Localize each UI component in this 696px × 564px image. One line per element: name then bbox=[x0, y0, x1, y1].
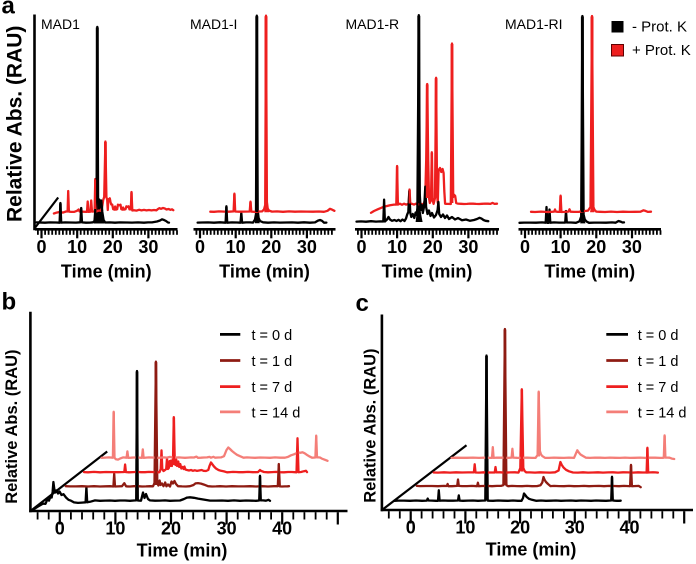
svg-text:40: 40 bbox=[619, 518, 639, 538]
svg-text:t = 0 d: t = 0 d bbox=[252, 328, 293, 344]
svg-text:20: 20 bbox=[510, 518, 530, 538]
svg-text:20: 20 bbox=[161, 519, 181, 539]
svg-text:MAD1: MAD1 bbox=[41, 16, 80, 32]
svg-text:t = 0 d: t = 0 d bbox=[638, 328, 679, 344]
svg-text:30: 30 bbox=[297, 237, 317, 257]
svg-text:10: 10 bbox=[551, 237, 571, 257]
svg-text:- Prot. K: - Prot. K bbox=[632, 19, 687, 36]
svg-text:Relative Abs. (RAU): Relative Abs. (RAU) bbox=[362, 348, 380, 502]
svg-text:10: 10 bbox=[455, 518, 475, 538]
svg-text:t = 1 d: t = 1 d bbox=[638, 354, 679, 370]
svg-text:Time (min): Time (min) bbox=[486, 540, 577, 560]
svg-text:t = 14 d: t = 14 d bbox=[638, 405, 687, 421]
svg-text:0: 0 bbox=[406, 518, 416, 538]
svg-text:0: 0 bbox=[55, 519, 65, 539]
svg-text:Time (min): Time (min) bbox=[219, 262, 310, 282]
svg-text:0: 0 bbox=[356, 237, 366, 257]
svg-text:0: 0 bbox=[36, 237, 46, 257]
svg-text:10: 10 bbox=[67, 237, 87, 257]
svg-text:30: 30 bbox=[458, 237, 478, 257]
svg-text:c: c bbox=[356, 290, 369, 317]
svg-text:b: b bbox=[2, 289, 17, 316]
svg-text:Time (min): Time (min) bbox=[137, 541, 228, 561]
svg-text:20: 20 bbox=[103, 237, 123, 257]
svg-text:a: a bbox=[2, 0, 16, 20]
svg-text:MAD1-R: MAD1-R bbox=[346, 16, 400, 32]
svg-text:MAD1-RI: MAD1-RI bbox=[505, 16, 563, 32]
svg-text:+ Prot. K: + Prot. K bbox=[632, 42, 691, 59]
svg-text:30: 30 bbox=[565, 518, 585, 538]
svg-text:0: 0 bbox=[195, 237, 205, 257]
svg-text:20: 20 bbox=[261, 237, 281, 257]
svg-text:t = 14 d: t = 14 d bbox=[252, 405, 301, 421]
svg-text:10: 10 bbox=[105, 519, 125, 539]
svg-text:40: 40 bbox=[272, 519, 292, 539]
svg-text:20: 20 bbox=[586, 237, 606, 257]
svg-text:Time (min): Time (min) bbox=[382, 262, 473, 282]
svg-text:Time (min): Time (min) bbox=[544, 262, 635, 282]
svg-text:t = 1 d: t = 1 d bbox=[252, 354, 293, 370]
svg-text:30: 30 bbox=[217, 519, 237, 539]
svg-text:30: 30 bbox=[622, 237, 642, 257]
svg-text:0: 0 bbox=[520, 237, 530, 257]
svg-text:Relative Abs. (RAU): Relative Abs. (RAU) bbox=[4, 26, 27, 222]
svg-text:t = 7 d: t = 7 d bbox=[638, 380, 679, 396]
svg-text:30: 30 bbox=[138, 237, 158, 257]
svg-text:Relative Abs. (RAU): Relative Abs. (RAU) bbox=[3, 349, 21, 503]
svg-text:MAD1-I: MAD1-I bbox=[190, 16, 237, 32]
svg-text:t = 7 d: t = 7 d bbox=[252, 380, 293, 396]
svg-text:Time (min): Time (min) bbox=[61, 262, 152, 282]
svg-text:10: 10 bbox=[226, 237, 246, 257]
svg-text:20: 20 bbox=[423, 237, 443, 257]
svg-text:10: 10 bbox=[387, 237, 407, 257]
